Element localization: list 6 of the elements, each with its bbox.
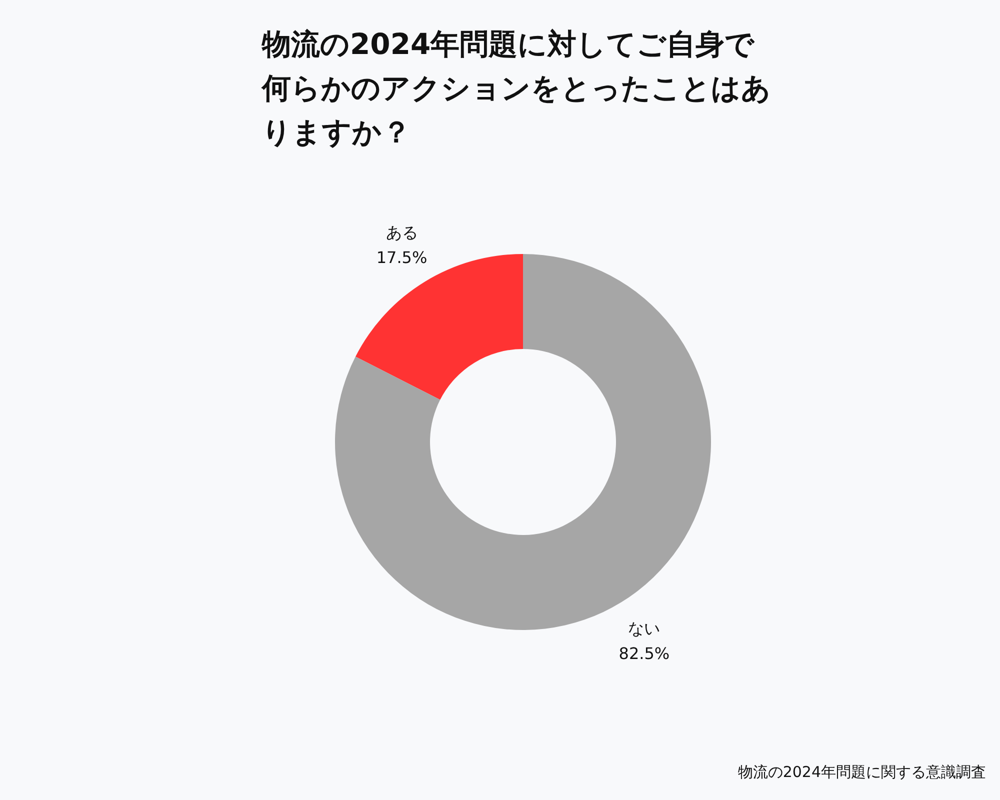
data-label: 17.5% <box>376 248 428 268</box>
slice-label: ない <box>628 618 660 638</box>
text: 物流の2024年問題に関する意識調査 <box>738 763 986 782</box>
chart-title: 物流の2024年問題に対してご自身で何らかのアクションをとったことはありますか？ <box>262 26 772 151</box>
slice-label: ある <box>386 223 418 242</box>
data-label: 82.5% <box>618 644 670 663</box>
